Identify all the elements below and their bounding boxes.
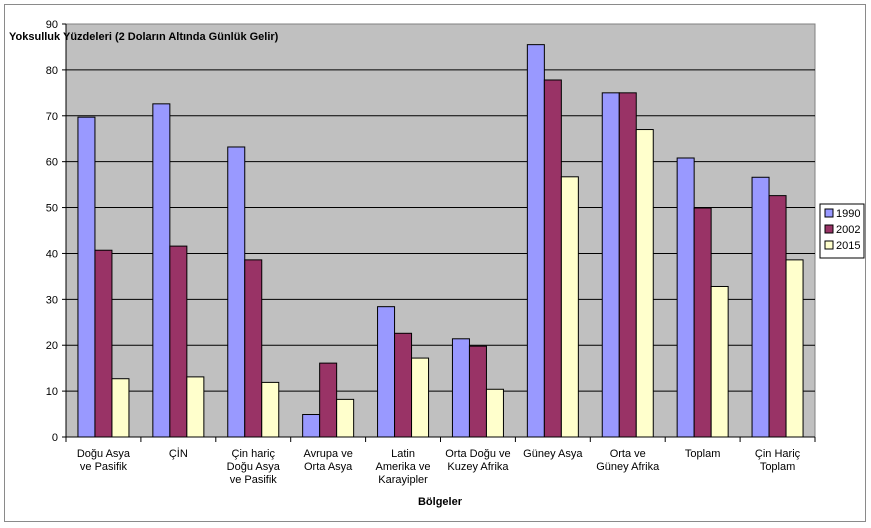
category-label-line: Kuzey Afrika — [447, 461, 509, 473]
category-label: Doğu Asya ve Pasifik — [77, 448, 131, 473]
category-label: Orta ve Güney Afrika — [596, 448, 660, 473]
bar-2002-3 — [319, 362, 338, 438]
bar-1990-3 — [302, 414, 321, 438]
category-label: Toplam — [685, 448, 720, 460]
category-label: Çin hariç Doğu Asya ve Pasifik — [227, 448, 281, 486]
category-label-line: Karayipler — [378, 474, 428, 486]
bar-2002-1 — [169, 245, 188, 438]
bar-1990-4 — [377, 306, 396, 438]
category-label-line: Toplam — [760, 461, 795, 473]
legend-label-2015: 2015 — [836, 240, 860, 252]
category-label-line: Amerika ve — [376, 461, 431, 473]
category-label-line: Orta Doğu ve — [445, 448, 510, 460]
category-label-line: Orta Asya — [304, 461, 353, 473]
category-label-line: Doğu Asya — [227, 461, 281, 473]
legend-swatch-2002 — [824, 224, 834, 234]
category-label-line: Çin hariç — [232, 448, 276, 460]
y-tick-label: 10 — [46, 386, 58, 398]
legend-label-1990: 1990 — [836, 208, 860, 220]
bar-2002-2 — [244, 259, 263, 438]
bar-1990-8 — [676, 157, 695, 438]
bar-2002-9 — [768, 195, 787, 438]
bar-2015-9 — [785, 259, 804, 438]
bar-1990-7 — [601, 92, 620, 438]
category-label-line: ve Pasifik — [230, 474, 278, 486]
category-label-line: ÇİN — [169, 447, 188, 460]
y-tick-label: 20 — [46, 340, 58, 352]
category-label: Orta Doğu ve Kuzey Afrika — [445, 448, 510, 473]
bar-2015-2 — [261, 381, 280, 438]
bar-2015-4 — [411, 357, 430, 438]
x-axis-title: Bölgeler — [418, 496, 463, 508]
legend: 1990 2002 2015 — [819, 203, 865, 259]
bar-2002-7 — [618, 92, 637, 438]
y-tick-label: 30 — [46, 294, 58, 306]
category-label-line: Latin — [391, 448, 415, 460]
bar-1990-6 — [526, 44, 545, 438]
bar-2002-6 — [543, 79, 562, 438]
y-tick-label: 70 — [46, 111, 58, 123]
bar-1990-1 — [152, 103, 171, 438]
y-axis-title: Yoksulluk Yüzdeleri (2 Doların Altında G… — [9, 31, 279, 43]
category-label-line: Güney Asya — [523, 448, 583, 460]
bar-2015-5 — [485, 388, 504, 438]
bar-1990-0 — [77, 116, 96, 438]
bar-2002-5 — [468, 345, 487, 438]
bar-2002-8 — [693, 207, 712, 438]
legend-swatch-1990 — [824, 208, 834, 218]
bar-2002-4 — [394, 332, 413, 438]
y-tick-label: 0 — [52, 432, 58, 444]
bar-2015-3 — [336, 398, 355, 438]
category-label-line: Çin Hariç — [755, 448, 801, 460]
bar-2015-6 — [560, 176, 579, 438]
category-label-line: Orta ve — [610, 448, 646, 460]
bar-2015-8 — [710, 285, 729, 438]
category-label: Latin Amerika ve Karayipler — [376, 448, 431, 486]
category-label: Güney Asya — [523, 448, 583, 460]
bar-1990-2 — [227, 146, 246, 438]
category-label-line: Doğu Asya — [77, 448, 131, 460]
category-label-line: Güney Afrika — [596, 461, 660, 473]
legend-swatch-2015 — [824, 240, 834, 250]
category-label: Avrupa ve Orta Asya — [303, 448, 353, 473]
y-axis-ticks: 0 10 20 30 40 50 60 70 80 90 — [46, 19, 66, 444]
bar-2002-0 — [94, 249, 113, 438]
y-tick-label: 90 — [46, 19, 58, 31]
category-label-line: Avrupa ve — [303, 448, 352, 460]
category-label-line: ve Pasifik — [80, 461, 128, 473]
category-label-line: Toplam — [685, 448, 720, 460]
y-tick-label: 80 — [46, 65, 58, 77]
bar-1990-5 — [451, 338, 470, 438]
y-tick-label: 60 — [46, 157, 58, 169]
bar-2015-7 — [635, 129, 654, 438]
bar-1990-9 — [751, 176, 770, 438]
category-label: ÇİN — [169, 447, 188, 460]
category-label: Çin Hariç Toplam — [755, 448, 801, 473]
bars — [65, 24, 816, 442]
bar-2015-1 — [186, 376, 205, 438]
legend-label-2002: 2002 — [836, 224, 860, 236]
y-tick-label: 40 — [46, 248, 58, 260]
bar-2015-0 — [111, 378, 130, 438]
y-tick-label: 50 — [46, 203, 58, 215]
